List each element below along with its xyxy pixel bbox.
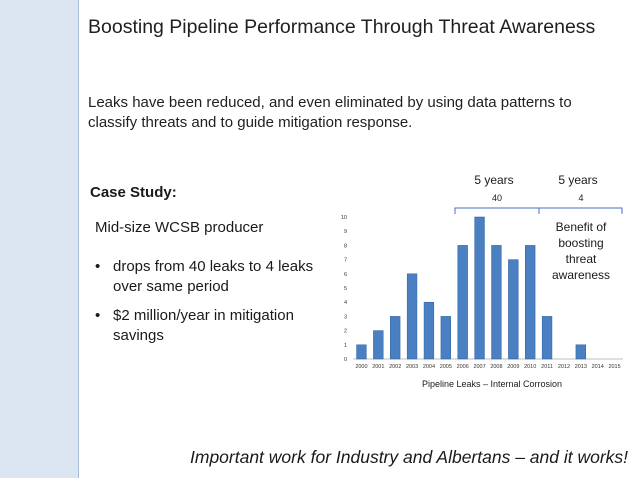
footer-text: Important work for Industry and Albertan… <box>190 447 629 467</box>
plot-area: 0 1 2 3 4 5 6 7 8 9 10 2000 2001 2002 2003 2004 2005 2006… <box>341 215 623 370</box>
bullet-text: $2 million/year in mitigation savings <box>113 307 294 344</box>
bar-2001 <box>373 330 384 360</box>
bar-2002 <box>390 316 401 360</box>
bullet-item: • drops from 40 leaks to 4 leaks over sam… <box>95 257 335 297</box>
bar-2006 <box>457 245 468 360</box>
bullet-text: drops from 40 leaks to 4 leaks over same… <box>113 258 314 295</box>
y-tick-label: 10 <box>341 215 347 221</box>
benefit-line-2: boosting <box>558 236 603 250</box>
bar-2005 <box>440 316 451 360</box>
x-tick-label: 2012 <box>558 364 570 370</box>
period1-bracket <box>454 207 540 214</box>
x-tick-label: 2004 <box>423 364 435 370</box>
bar-2013 <box>575 344 586 360</box>
y-tick-label: 0 <box>344 357 347 363</box>
x-tick-label: 2015 <box>608 364 620 370</box>
y-tick-label: 3 <box>344 314 347 320</box>
x-tick-label: 2003 <box>406 364 418 370</box>
bullet-dot-icon: • <box>95 258 101 275</box>
leaks-bar-chart: 5 years 40 5 years 4 Benefit of boosting… <box>341 173 623 389</box>
x-tick-label: 2010 <box>524 364 536 370</box>
x-tick-label: 2006 <box>457 364 469 370</box>
x-tick-label: 2005 <box>440 364 452 370</box>
case-study-heading: Case Study: <box>90 184 177 201</box>
y-tick-label: 8 <box>344 243 347 249</box>
x-tick-label: 2007 <box>473 364 485 370</box>
bar-2009 <box>508 259 519 360</box>
x-tick-label: 2002 <box>389 364 401 370</box>
bar-2011 <box>541 316 553 360</box>
x-tick-label: 2001 <box>372 364 384 370</box>
y-tick-label: 4 <box>344 300 347 306</box>
x-tick-label: 2008 <box>490 364 502 370</box>
bar-2000 <box>356 344 367 360</box>
period2-total: 4 <box>578 193 583 203</box>
benefit-line-4: awareness <box>552 268 610 282</box>
x-tick-label: 2014 <box>592 364 604 370</box>
y-tick-label: 6 <box>344 272 347 278</box>
slide-title: Boosting Pipeline Performance Through Th… <box>88 16 596 38</box>
x-tick-label: 2009 <box>507 364 519 370</box>
benefit-line-1: Benefit of <box>556 220 607 234</box>
y-tick-label: 1 <box>344 343 347 349</box>
producer-text: Mid-size WCSB producer <box>95 219 264 236</box>
x-axis-label: Pipeline Leaks – Internal Corrosion <box>422 379 562 389</box>
x-tick-label: 2013 <box>575 364 587 370</box>
x-tick-label: 2000 <box>355 364 367 370</box>
bar-2003 <box>406 273 418 360</box>
bar-2004 <box>423 301 435 360</box>
y-tick-label: 9 <box>344 229 347 235</box>
period1-label: 5 years <box>474 173 513 187</box>
intro-text: Leaks have been reduced, and even elimin… <box>88 94 572 131</box>
period1-total: 40 <box>492 193 502 203</box>
benefit-line-3: threat <box>566 252 597 266</box>
period2-bracket <box>538 207 623 214</box>
bar-2008 <box>491 245 502 360</box>
bullet-list: • drops from 40 leaks to 4 leaks over sam… <box>95 257 335 355</box>
bar-2010 <box>525 245 536 360</box>
y-tick-label: 5 <box>344 286 347 292</box>
bar-2007 <box>474 216 485 360</box>
x-tick-label: 2011 <box>541 364 553 370</box>
bullet-item: • $2 million/year in mitigation savings <box>95 306 335 346</box>
y-tick-label: 7 <box>344 258 347 264</box>
period2-label: 5 years <box>558 173 597 187</box>
bullet-dot-icon: • <box>95 307 101 324</box>
y-tick-label: 2 <box>344 329 347 335</box>
slide-sidebar <box>0 0 79 478</box>
